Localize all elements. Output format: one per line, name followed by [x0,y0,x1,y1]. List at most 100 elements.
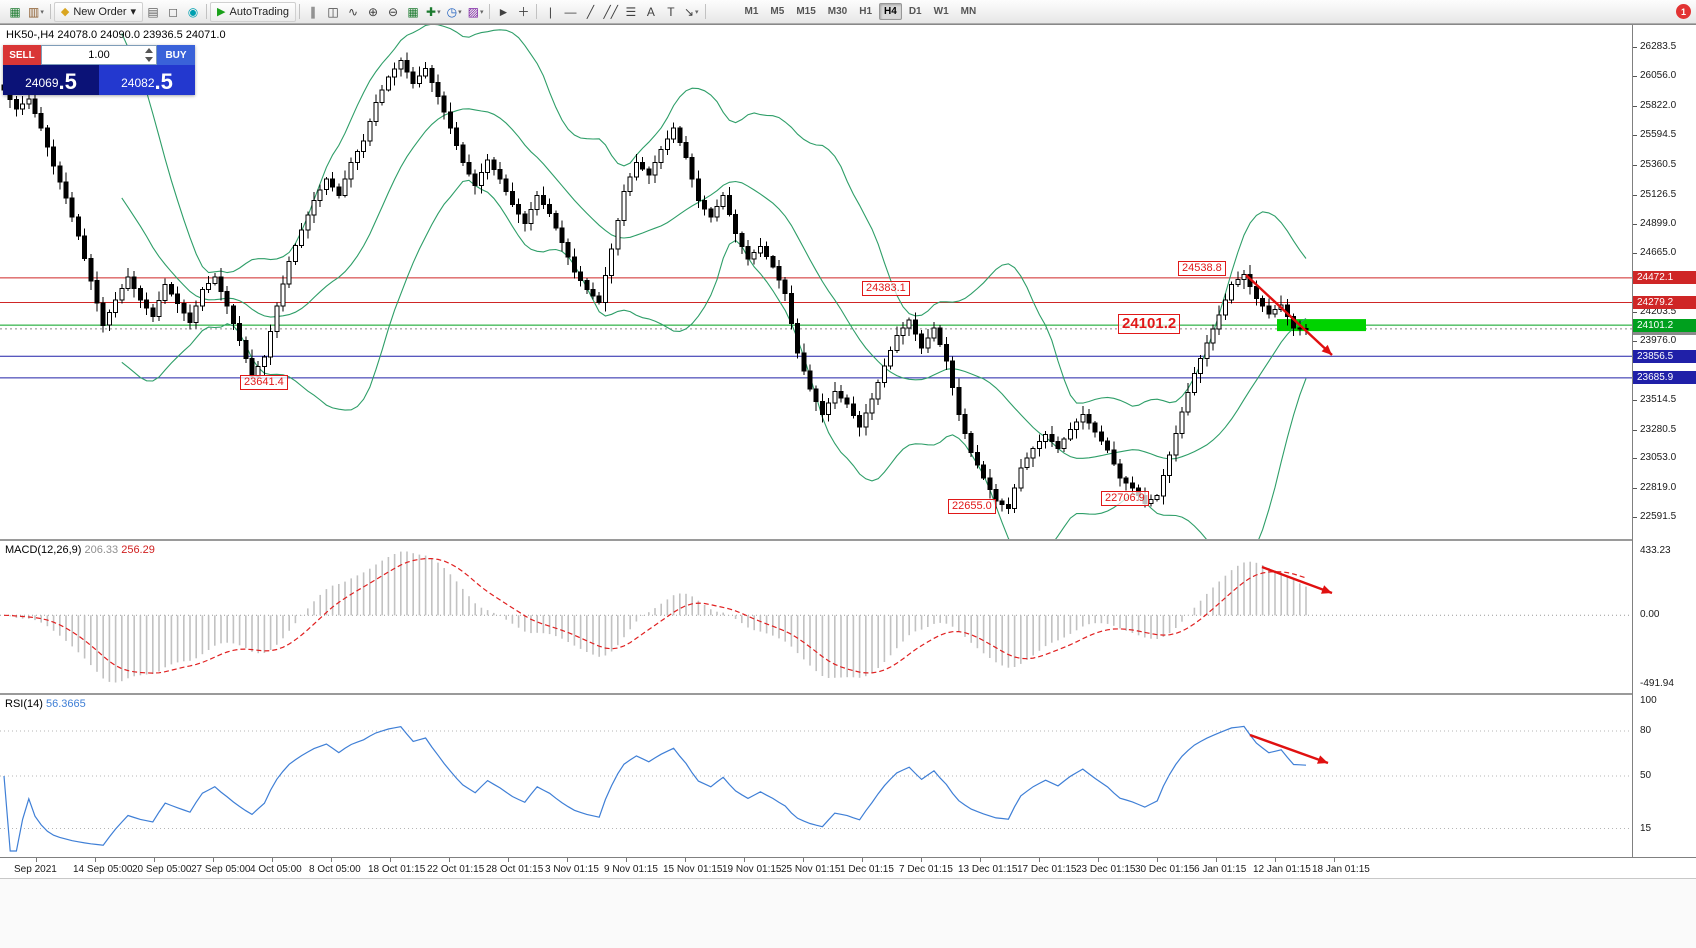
trendline-icon[interactable]: ╱ [586,4,595,19]
rsi-value: 56.3665 [45,698,86,710]
label-icon[interactable]: T [667,4,675,19]
timeframe-h4-button[interactable]: H4 [879,3,902,20]
text-icon[interactable]: A [646,4,655,19]
time-axis-tick [626,858,627,862]
autotrading-play-icon: ▶ [217,6,226,18]
volume-input[interactable]: 1.00 [41,45,157,65]
timeframe-m30-button[interactable]: M30 [827,6,848,17]
price-axis-label: 22591.5 [1640,511,1677,522]
price-axis-tick [1633,195,1637,196]
timeframe-h1-button[interactable]: H1 [859,6,873,17]
time-axis-tick [980,858,981,862]
timeframe-m1-button[interactable]: M1 [744,6,759,17]
zoom-out-icon[interactable]: ⊖ [388,4,399,19]
panel-separator[interactable] [0,539,1696,541]
line-chart-icon[interactable]: ∿ [348,4,359,19]
time-axis-tick [1334,858,1335,862]
autotrading-button[interactable]: ▶ AutoTrading [210,1,297,22]
timeframe-mn-button[interactable]: MN [960,6,977,17]
print-preview-icon[interactable]: ◻ [168,4,179,19]
horizontal-line-icon[interactable]: — [564,4,577,19]
time-axis-tick [272,858,273,862]
time-axis-tick [213,858,214,862]
new-order-button[interactable]: ◆ New Order ▾ [53,1,144,22]
sell-button[interactable]: SELL [3,45,41,65]
rsi-indicator-label: RSI(14) 56.3665 [5,698,86,710]
zoom-in-icon[interactable]: ⊕ [368,4,379,19]
toolbar-separator [489,4,491,19]
price-axis-label: 26283.5 [1640,41,1677,52]
chart-price-annotation[interactable]: 24101.2 [1118,314,1181,334]
time-axis-label: 3 Nov 01:15 [545,864,599,875]
chart-price-annotation[interactable]: 24538.8 [1178,261,1226,276]
periods-icon[interactable]: ◷ ▾ [446,4,462,19]
notification-badge[interactable]: 1 [1676,4,1691,19]
bar-chart-icon[interactable]: ∥ [310,4,317,19]
volume-down-icon[interactable] [144,57,153,62]
timeframe-m5-button[interactable]: M5 [770,6,785,17]
sell-price[interactable]: 24069 .5 [3,65,99,95]
price-axis-label: 25360.5 [1640,159,1677,170]
time-axis[interactable]: Sep 2021 14 Sep 05:00 20 Sep 05:00 27 Sep 0… [0,857,1696,879]
chart-price-annotation[interactable]: 22706.9 [1101,491,1149,506]
price-axis-label: 26056.0 [1640,70,1677,81]
toolbar-separator [704,4,706,19]
price-tag: 24101.2 [1633,319,1696,332]
price-axis[interactable]: 26283.5 26056.0 25822.0 25594.5 25360.5 25126… [1632,25,1696,857]
time-axis-label: 7 Dec 01:15 [899,864,953,875]
arrows-tool-icon[interactable]: ↘ ▾ [683,4,699,19]
indicators-icon[interactable]: ✚ ▾ [426,4,441,19]
green-zone-rectangle[interactable] [1277,319,1366,332]
time-axis-tick [567,858,568,862]
price-tag: 23685.9 [1633,371,1696,384]
chart-price-annotation[interactable]: 23641.4 [240,375,288,390]
panel-separator[interactable] [0,693,1696,695]
buy-button[interactable]: BUY [157,45,195,65]
time-axis-label: 9 Nov 01:15 [604,864,658,875]
price-axis-label: 23280.5 [1640,424,1677,435]
macd-axis-label: -491.94 [1640,678,1674,689]
timeframe-d1-button[interactable]: D1 [908,6,922,17]
rsi-panel-canvas[interactable] [0,695,1632,857]
buy-price[interactable]: 24082 .5 [99,65,195,95]
timeframe-m15-button[interactable]: M15 [796,6,816,17]
time-axis-label: 18 Oct 01:15 [368,864,426,875]
vertical-line-icon[interactable]: | [548,4,553,19]
price-axis-label: 23514.5 [1640,394,1677,405]
price-axis-label: 25594.5 [1640,129,1677,140]
profiles-icon[interactable]: ▥ ▾ [28,4,44,19]
volume-up-icon[interactable] [144,48,153,53]
volume-spinner[interactable] [143,48,154,62]
time-axis-label: 22 Oct 01:15 [427,864,485,875]
price-axis-tick [1633,488,1637,489]
crosshair-icon[interactable]: ＋ [517,5,530,19]
chart-price-annotation[interactable]: 24383.1 [862,281,910,296]
time-axis-tick [154,858,155,862]
templates-icon[interactable]: ▨ ▾ [467,4,484,19]
timeframe-w1-button[interactable]: W1 [933,6,949,17]
price-axis-tick [1633,253,1637,254]
channel-icon[interactable]: ╱╱ [603,4,618,19]
time-axis-tick [803,858,804,862]
print-icon[interactable]: ▤ [147,4,159,19]
time-axis-label: 23 Dec 01:15 [1076,864,1136,875]
tile-windows-icon[interactable]: ▦ [407,4,419,19]
fibonacci-icon[interactable]: ☰ [625,4,637,19]
new-chart-icon[interactable]: ▦ [9,4,21,19]
chart-price-annotation[interactable]: 22655.0 [948,499,996,514]
toolbar: ▦ ▥ ▾ ◆ New Order ▾ ▤ ◻ ◉ ▶ AutoTrading ∥ ◫ ∿ ⊕ ⊖ ▦ ✚ ▾ ◷ ▾ ▨… [0,0,1696,24]
time-axis-label: 27 Sep 05:00 [191,864,251,875]
time-axis-tick [1275,858,1276,862]
community-icon[interactable]: ◉ [187,4,199,19]
trend-arrow[interactable] [1249,733,1329,765]
trend-arrow[interactable] [1261,565,1333,595]
trend-arrow[interactable] [1245,274,1333,356]
macd-main-value: 206.33 [84,544,119,556]
macd-panel-canvas[interactable] [0,541,1632,693]
time-axis-label: 17 Dec 01:15 [1017,864,1077,875]
time-axis-tick [95,858,96,862]
sell-price-main: 24069 [25,76,59,90]
main-chart-canvas[interactable] [0,25,1632,539]
cursor-icon[interactable]: ► [497,4,510,19]
candlestick-chart-icon[interactable]: ◫ [327,4,339,19]
